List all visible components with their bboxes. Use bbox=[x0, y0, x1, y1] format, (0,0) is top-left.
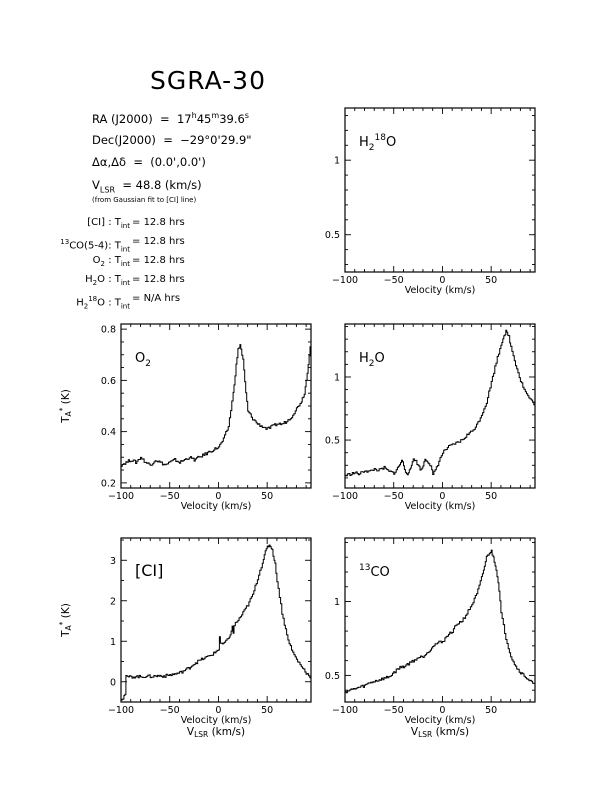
y-tick-label: 0 bbox=[110, 677, 116, 688]
y-axis-label: TA* (K) bbox=[58, 603, 73, 638]
series-line bbox=[121, 544, 312, 701]
panel-13co: −100 −50 0 50 0.5 1 Velocity (km/s)VLSR (km/s)… bbox=[325, 537, 536, 739]
panel-o2: −100 −50 0 50 0.2 0.4 0.6 0.8 Velocity (km/s) TA*… bbox=[58, 323, 312, 512]
x-tick-label: 50 bbox=[261, 705, 273, 716]
dec-label: Dec(J2000) bbox=[92, 133, 156, 147]
int-row-13co: 13CO(5-4): Tint = 12.8 hrs bbox=[0, 235, 340, 253]
x-axis-label: Velocity (km/s) bbox=[181, 715, 252, 726]
int-hours: = N/A hrs bbox=[132, 293, 181, 304]
dec-value: −29°0'29.9" bbox=[180, 133, 252, 147]
panel-ci: −100 −50 0 50 0 1 2 3 Velocity (km/s)VLSR (km/s)… bbox=[58, 537, 312, 739]
offset-value: (0.0',0.0') bbox=[150, 155, 206, 169]
y-tick-label: 0.6 bbox=[101, 376, 116, 387]
y-tick-label: 1 bbox=[110, 637, 116, 648]
x-tick-label: −100 bbox=[332, 705, 358, 716]
x-tick-label: −50 bbox=[160, 491, 180, 502]
y-tick-label: 1 bbox=[334, 372, 340, 383]
y-tick-label: 0.8 bbox=[101, 325, 116, 336]
ra-label: RA (J2000) bbox=[92, 111, 153, 126]
int-row-h2o: H2O : Tint = 12.8 hrs bbox=[0, 273, 340, 287]
x-tick-label: 0 bbox=[215, 705, 221, 716]
ra-line: RA (J2000) = 17h45m39.6s bbox=[92, 111, 249, 126]
int-line-label: H218O : Tint bbox=[76, 295, 130, 311]
int-hours: = 12.8 hrs bbox=[132, 255, 185, 266]
series-line bbox=[121, 336, 312, 467]
int-row-h218o: H218O : Tint = N/A hrs bbox=[0, 292, 340, 310]
panel-title: [CI] bbox=[135, 561, 163, 580]
ra-seconds: 39.6 bbox=[219, 111, 245, 126]
int-line-label: O2 : Tint bbox=[92, 255, 130, 268]
x-axis-label: Velocity (km/s) bbox=[181, 501, 252, 512]
offset-label: Δα,Δδ bbox=[92, 155, 127, 169]
y-tick-label: 0.5 bbox=[325, 230, 340, 241]
int-hours: = 12.8 hrs bbox=[132, 236, 185, 247]
plot-frame bbox=[344, 323, 536, 489]
int-line-label: 13CO(5-4): Tint bbox=[60, 238, 130, 254]
y-tick-label: 0.2 bbox=[101, 478, 116, 489]
x-tick-label: 50 bbox=[261, 491, 273, 502]
int-row-ci: [CI] : Tint = 12.8 hrs bbox=[0, 216, 340, 230]
ra-minutes: 45 bbox=[196, 111, 212, 126]
plot-frame bbox=[344, 107, 536, 273]
panel-title: H218O bbox=[359, 133, 396, 153]
vlsr-value: = 48.8 (km/s) bbox=[122, 178, 202, 192]
x-tick-label: −100 bbox=[108, 491, 134, 502]
offset-line: Δα,Δδ = (0.0',0.0') bbox=[92, 155, 342, 169]
panel-title: O2 bbox=[135, 351, 151, 369]
plot-frame bbox=[344, 537, 536, 703]
int-hours: = 12.8 hrs bbox=[132, 217, 185, 228]
y-tick-label: 0.5 bbox=[325, 671, 340, 682]
offset-equals: = bbox=[129, 155, 151, 169]
x-tick-label: −100 bbox=[108, 705, 134, 716]
y-tick-label: 0.5 bbox=[325, 436, 340, 447]
y-tick-label: 0.4 bbox=[101, 427, 116, 438]
y-tick-label: 2 bbox=[110, 596, 116, 607]
int-hours: = 12.8 hrs bbox=[132, 274, 185, 285]
x-tick-label: −100 bbox=[332, 275, 358, 286]
y-tick-label: 1 bbox=[334, 597, 340, 608]
integration-times: [CI] : Tint = 12.8 hrs 13CO(5-4): Tint =… bbox=[0, 216, 340, 310]
series-line bbox=[345, 549, 536, 694]
plot-frame bbox=[120, 537, 312, 703]
dec-equals: = bbox=[159, 133, 181, 147]
vlsr-axis-label: VLSR (km/s) bbox=[411, 726, 469, 739]
vlsr-note: (from Gaussian fit to [CI] line) bbox=[92, 196, 197, 204]
y-tick-label: 1 bbox=[334, 156, 340, 167]
panel-title: 13CO bbox=[359, 563, 390, 580]
vlsr-sub: LSR bbox=[99, 185, 116, 195]
x-tick-label: −100 bbox=[332, 491, 358, 502]
int-line-label: H2O : Tint bbox=[85, 274, 130, 287]
x-tick-label: 50 bbox=[485, 275, 497, 286]
vlsr-line: VLSR = 48.8 (km/s) bbox=[92, 178, 202, 195]
x-tick-label: −50 bbox=[384, 275, 404, 286]
x-tick-label: 0 bbox=[439, 705, 445, 716]
int-row-o2: O2 : Tint = 12.8 hrs bbox=[0, 254, 340, 268]
series-line bbox=[345, 329, 536, 477]
y-axis-label: TA* (K) bbox=[58, 389, 73, 424]
x-tick-label: 0 bbox=[439, 275, 445, 286]
panel-title: H2O bbox=[359, 351, 385, 369]
x-tick-label: −50 bbox=[384, 705, 404, 716]
x-tick-label: 50 bbox=[485, 705, 497, 716]
x-tick-label: 0 bbox=[215, 491, 221, 502]
x-axis-label: Velocity (km/s) bbox=[405, 501, 476, 512]
dec-line: Dec(J2000) = −29°0'29.9" bbox=[92, 133, 342, 147]
x-tick-label: 0 bbox=[439, 491, 445, 502]
x-axis-label: Velocity (km/s) bbox=[405, 285, 476, 296]
vlsr-axis-label: VLSR (km/s) bbox=[187, 726, 245, 739]
x-tick-label: −50 bbox=[160, 705, 180, 716]
panel-h218o: −100 −50 0 50 0.5 1 Velocity (km/s) H218O bbox=[325, 107, 536, 296]
page-title: SGRA-30 bbox=[150, 66, 266, 95]
ra-equals: = bbox=[156, 111, 177, 126]
panel-h2o: −100 −50 0 50 0.5 1 Velocity (km/s) H2O bbox=[325, 323, 536, 512]
y-tick-label: 3 bbox=[110, 556, 116, 567]
x-tick-label: 50 bbox=[485, 491, 497, 502]
int-line-label: [CI] : Tint bbox=[87, 217, 130, 230]
x-tick-label: −50 bbox=[384, 491, 404, 502]
x-axis-label: Velocity (km/s) bbox=[405, 715, 476, 726]
ra-hours: 17 bbox=[176, 111, 192, 126]
